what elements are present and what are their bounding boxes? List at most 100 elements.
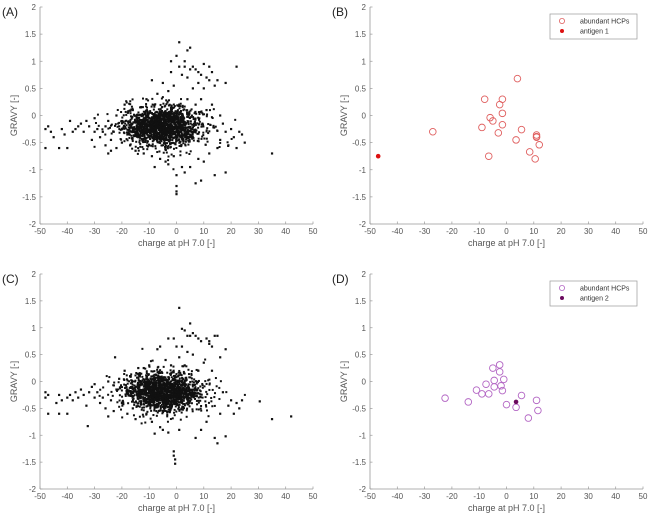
data-point bbox=[134, 418, 137, 421]
data-point bbox=[182, 116, 185, 119]
data-point bbox=[169, 116, 172, 119]
data-point bbox=[172, 397, 175, 400]
data-point bbox=[122, 401, 125, 404]
data-point bbox=[213, 396, 216, 399]
data-point bbox=[153, 399, 156, 402]
data-point bbox=[162, 151, 165, 154]
data-point bbox=[174, 384, 177, 387]
data-point bbox=[172, 141, 175, 144]
data-point bbox=[152, 392, 155, 395]
data-point bbox=[94, 121, 97, 124]
y-tick-label: 0 bbox=[362, 112, 367, 121]
data-point bbox=[186, 407, 189, 410]
data-point bbox=[137, 405, 140, 408]
data-point bbox=[136, 376, 139, 379]
data-point bbox=[168, 383, 171, 386]
data-point bbox=[150, 134, 153, 137]
data-point bbox=[191, 87, 194, 90]
data-point bbox=[164, 143, 167, 146]
data-point bbox=[156, 389, 159, 392]
data-point bbox=[163, 119, 166, 122]
data-point bbox=[164, 399, 167, 402]
data-point bbox=[133, 114, 136, 117]
data-point bbox=[175, 147, 178, 150]
data-point bbox=[158, 391, 161, 394]
data-point bbox=[134, 145, 137, 148]
data-point bbox=[158, 393, 161, 396]
data-point bbox=[180, 143, 183, 146]
data-point bbox=[151, 143, 154, 146]
data-point bbox=[104, 407, 107, 410]
data-point bbox=[145, 144, 148, 147]
x-tick-label: 0 bbox=[174, 227, 179, 236]
data-point bbox=[166, 399, 169, 402]
data-point bbox=[178, 107, 181, 110]
data-point bbox=[208, 342, 211, 345]
data-point bbox=[166, 113, 169, 116]
data-point bbox=[163, 113, 166, 116]
data-point bbox=[168, 385, 171, 388]
data-point bbox=[162, 388, 165, 391]
data-point bbox=[143, 403, 146, 406]
data-point bbox=[179, 371, 182, 374]
data-point bbox=[192, 388, 195, 391]
data-point bbox=[135, 116, 138, 119]
data-point bbox=[164, 376, 167, 379]
data-point bbox=[192, 393, 195, 396]
data-point bbox=[167, 128, 170, 131]
data-point bbox=[214, 125, 217, 128]
data-point bbox=[238, 130, 241, 133]
data-point bbox=[532, 133, 541, 141]
data-point bbox=[155, 118, 158, 121]
data-point bbox=[145, 115, 148, 118]
data-point bbox=[151, 136, 154, 139]
data-point bbox=[143, 127, 146, 130]
data-point bbox=[139, 401, 143, 405]
data-point bbox=[179, 128, 182, 131]
data-point bbox=[172, 454, 175, 457]
panel-a: -50 -40 -30 -20 -10 0 10 20 30 40 5021.510.50-0.5-… bbox=[2, 3, 318, 248]
data-point bbox=[140, 408, 143, 411]
data-point bbox=[142, 381, 145, 384]
data-point bbox=[145, 397, 148, 400]
data-point bbox=[205, 129, 208, 132]
data-point bbox=[124, 386, 127, 389]
data-point bbox=[158, 399, 161, 402]
data-point bbox=[185, 136, 188, 139]
data-point bbox=[512, 403, 520, 412]
data-point bbox=[189, 397, 192, 400]
data-point bbox=[202, 125, 205, 128]
data-point bbox=[184, 396, 187, 399]
data-point bbox=[143, 125, 146, 128]
data-point bbox=[188, 390, 191, 393]
data-point bbox=[162, 409, 165, 412]
x-axis-label: charge at pH 7.0 [-] bbox=[468, 503, 545, 513]
data-point bbox=[180, 114, 183, 117]
data-point bbox=[142, 117, 145, 120]
data-point bbox=[211, 405, 214, 408]
data-point bbox=[138, 135, 141, 138]
data-point bbox=[134, 130, 137, 133]
data-point bbox=[219, 380, 222, 383]
data-point bbox=[201, 382, 204, 385]
data-point bbox=[145, 374, 148, 377]
data-point bbox=[188, 138, 191, 141]
data-point bbox=[179, 373, 182, 376]
data-point bbox=[175, 373, 178, 376]
data-point bbox=[179, 150, 182, 153]
data-point bbox=[180, 327, 184, 330]
data-point bbox=[175, 126, 178, 129]
data-point bbox=[158, 140, 161, 143]
x-tick-label: 20 bbox=[227, 227, 236, 236]
data-point bbox=[191, 123, 194, 126]
data-point bbox=[124, 393, 127, 396]
data-point bbox=[151, 359, 154, 362]
data-point bbox=[208, 382, 211, 385]
data-point bbox=[169, 118, 172, 121]
data-point bbox=[60, 127, 63, 131]
data-point bbox=[130, 390, 133, 393]
data-point bbox=[156, 348, 159, 351]
data-point bbox=[166, 420, 169, 423]
data-point bbox=[190, 114, 193, 117]
data-point bbox=[490, 376, 498, 385]
